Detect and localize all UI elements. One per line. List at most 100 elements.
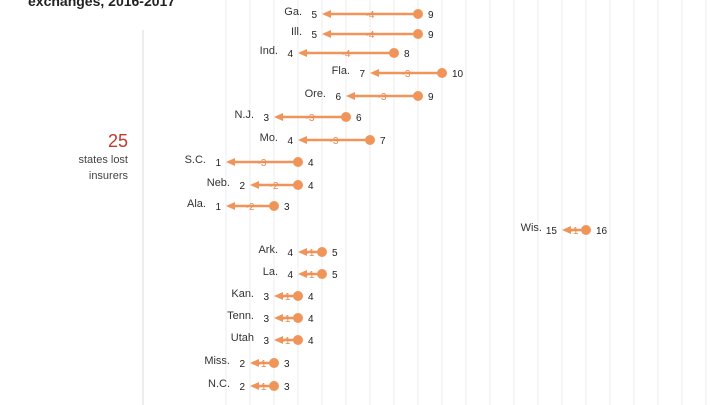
change-label: -1 <box>258 382 267 393</box>
value-2016: 4 <box>308 336 314 347</box>
dot-2016 <box>365 135 375 145</box>
value-2016: 7 <box>380 136 386 147</box>
change-label: -3 <box>378 92 387 103</box>
value-2017: 4 <box>287 270 293 281</box>
change-label: -1 <box>306 270 315 281</box>
state-label: Fla. <box>332 65 350 77</box>
dot-2016 <box>437 68 447 78</box>
arrowhead <box>274 336 283 344</box>
change-label: -1 <box>282 292 291 303</box>
state-label: Mo. <box>260 132 278 144</box>
dot-2016 <box>581 225 591 235</box>
value-2016: 4 <box>308 314 314 325</box>
state-label: Utah <box>231 332 254 344</box>
arrowhead <box>250 181 259 189</box>
state-label: N.C. <box>208 378 230 390</box>
state-label: Ala. <box>187 198 206 210</box>
value-2016: 5 <box>332 248 338 259</box>
value-2017: 2 <box>239 382 245 393</box>
change-label: -1 <box>282 314 291 325</box>
value-2017: 5 <box>311 10 317 21</box>
arrowhead <box>298 136 307 144</box>
value-2017: 3 <box>263 113 269 124</box>
state-label: Ga. <box>284 6 302 18</box>
value-2017: 3 <box>263 336 269 347</box>
value-2016: 9 <box>428 10 434 21</box>
dot-2016 <box>293 335 303 345</box>
change-label: -1 <box>258 359 267 370</box>
change-label: -3 <box>330 136 339 147</box>
state-label: Kan. <box>231 288 254 300</box>
state-label: Neb. <box>207 177 230 189</box>
dot-2016 <box>413 29 423 39</box>
dot-2016 <box>341 112 351 122</box>
change-label: -1 <box>306 248 315 259</box>
change-label: -4 <box>366 10 375 21</box>
state-label: Ind. <box>260 45 278 57</box>
arrowhead <box>298 270 307 278</box>
arrowhead <box>250 382 259 390</box>
arrowhead <box>226 202 235 210</box>
value-2016: 4 <box>308 158 314 169</box>
dot-2016 <box>389 48 399 58</box>
state-label: Tenn. <box>227 310 254 322</box>
arrowhead <box>322 10 331 18</box>
arrowhead <box>274 292 283 300</box>
change-label: -3 <box>258 158 267 169</box>
change-label: -4 <box>342 49 351 60</box>
value-2017: 3 <box>263 314 269 325</box>
value-2016: 4 <box>308 292 314 303</box>
state-label: Miss. <box>204 355 230 367</box>
chart-subtitle: exchanges, 2016-2017 <box>28 0 176 9</box>
value-2017: 4 <box>287 136 293 147</box>
arrowhead <box>346 92 355 100</box>
value-2017: 2 <box>239 359 245 370</box>
value-2017: 4 <box>287 248 293 259</box>
arrowhead <box>298 49 307 57</box>
arrowhead <box>562 226 571 234</box>
state-label: Wis. <box>521 222 542 234</box>
change-label: -4 <box>366 30 375 41</box>
state-label: S.C. <box>185 154 206 166</box>
value-2016: 3 <box>284 202 290 213</box>
dot-2016 <box>269 381 279 391</box>
dot-2016 <box>293 157 303 167</box>
value-2016: 10 <box>452 69 464 80</box>
value-2016: 6 <box>356 113 362 124</box>
value-2016: 3 <box>284 382 290 393</box>
value-2016: 8 <box>404 49 410 60</box>
value-2016: 5 <box>332 270 338 281</box>
value-2017: 15 <box>546 226 558 237</box>
arrowhead <box>250 359 259 367</box>
value-2017: 6 <box>335 92 341 103</box>
state-label: Ill. <box>291 26 302 38</box>
value-2017: 1 <box>215 202 221 213</box>
dot-2016 <box>269 358 279 368</box>
change-label: -2 <box>246 202 255 213</box>
value-2017: 7 <box>359 69 365 80</box>
value-2017: 4 <box>287 49 293 60</box>
dot-2016 <box>293 180 303 190</box>
state-label: La. <box>263 266 278 278</box>
change-label: -3 <box>402 69 411 80</box>
state-label: Ore. <box>305 88 326 100</box>
dot-2016 <box>269 201 279 211</box>
dot-2016 <box>413 9 423 19</box>
change-label: -3 <box>306 113 315 124</box>
dot-2016 <box>293 313 303 323</box>
arrowhead <box>274 314 283 322</box>
state-label: N.J. <box>234 109 254 121</box>
value-2016: 3 <box>284 359 290 370</box>
dot-2016 <box>317 247 327 257</box>
dot-2016 <box>317 269 327 279</box>
value-2016: 9 <box>428 92 434 103</box>
arrowhead <box>226 158 235 166</box>
value-2017: 5 <box>311 30 317 41</box>
change-label: -1 <box>282 336 291 347</box>
value-2017: 2 <box>239 181 245 192</box>
value-2016: 9 <box>428 30 434 41</box>
arrowhead <box>370 69 379 77</box>
arrowhead <box>274 113 283 121</box>
